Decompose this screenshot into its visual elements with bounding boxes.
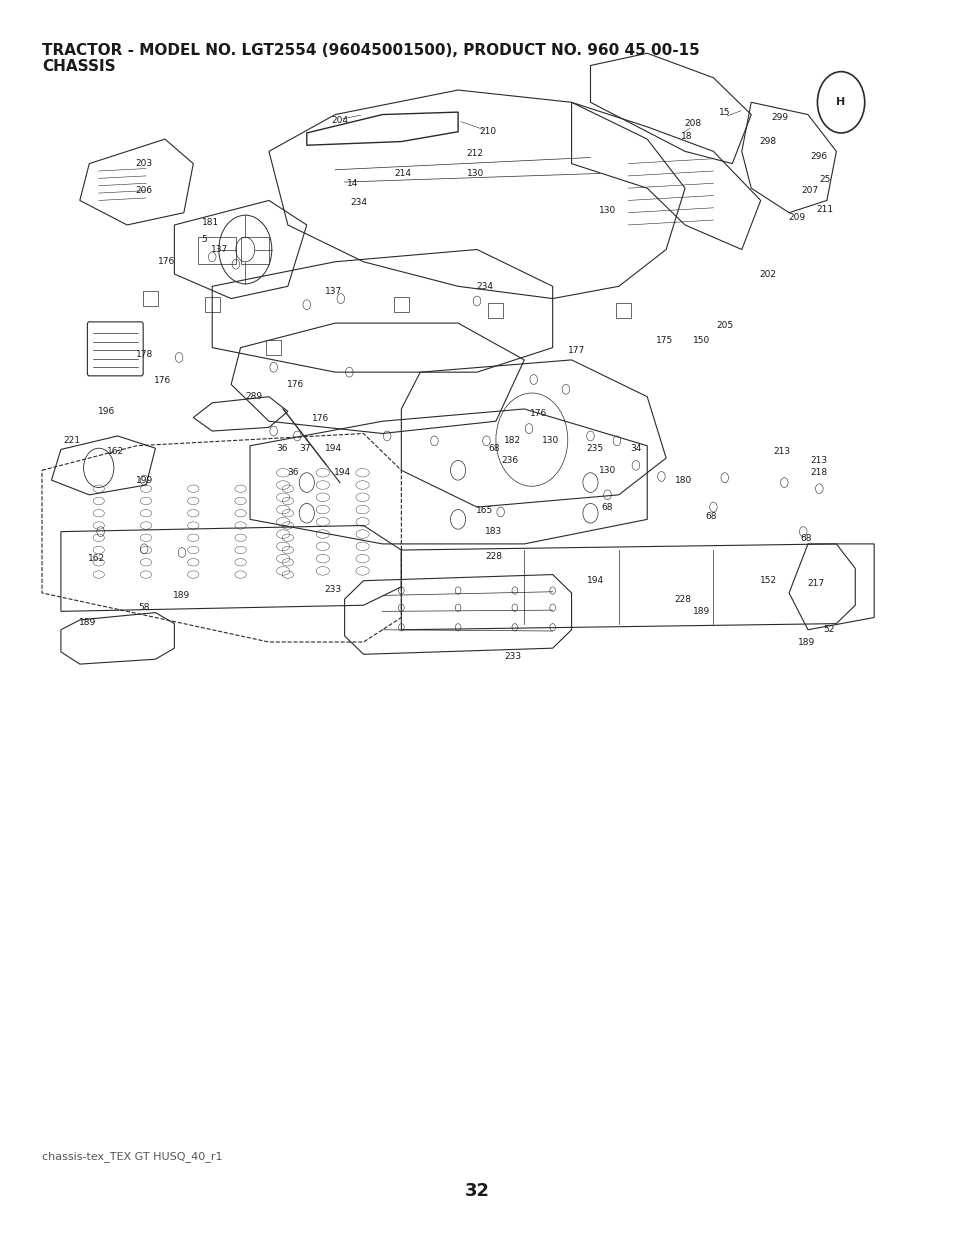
Text: 68: 68 <box>488 443 499 453</box>
Text: chassis-tex_TEX GT HUSQ_40_r1: chassis-tex_TEX GT HUSQ_40_r1 <box>42 1151 222 1162</box>
Text: 208: 208 <box>683 119 700 127</box>
Text: 233: 233 <box>504 652 521 661</box>
Text: 37: 37 <box>299 443 311 453</box>
Text: 36: 36 <box>287 468 298 477</box>
Text: 52: 52 <box>822 625 834 635</box>
Text: CHASSIS: CHASSIS <box>42 59 115 74</box>
Text: 199: 199 <box>135 475 152 484</box>
Text: 189: 189 <box>79 618 96 627</box>
Bar <box>240 237 269 264</box>
Bar <box>488 304 503 319</box>
Text: 296: 296 <box>810 152 827 161</box>
Text: 68: 68 <box>601 503 613 511</box>
Text: 299: 299 <box>770 112 787 121</box>
Text: 234: 234 <box>476 282 493 290</box>
Text: 182: 182 <box>504 436 521 446</box>
Text: 212: 212 <box>466 149 483 158</box>
Text: 68: 68 <box>800 535 811 543</box>
Text: 162: 162 <box>107 447 124 457</box>
Text: 204: 204 <box>331 116 348 125</box>
Text: 58: 58 <box>138 603 150 613</box>
Text: 18: 18 <box>680 132 692 141</box>
Text: 209: 209 <box>787 214 804 222</box>
Text: 207: 207 <box>801 186 818 195</box>
Text: 206: 206 <box>135 186 152 195</box>
Text: 68: 68 <box>705 513 717 521</box>
Text: 175: 175 <box>655 336 672 345</box>
Bar <box>616 304 631 319</box>
Text: 15: 15 <box>719 107 730 116</box>
Bar <box>394 298 409 312</box>
Text: 137: 137 <box>324 287 341 295</box>
Text: 194: 194 <box>324 443 341 453</box>
Text: 217: 217 <box>806 579 823 588</box>
Bar <box>205 298 219 312</box>
Text: 137: 137 <box>211 245 228 254</box>
Text: 165: 165 <box>476 506 493 515</box>
Text: 194: 194 <box>586 577 603 585</box>
Text: 176: 176 <box>158 257 175 267</box>
Text: 235: 235 <box>586 443 603 453</box>
Text: 178: 178 <box>135 351 152 359</box>
Text: 14: 14 <box>346 179 357 188</box>
Text: 289: 289 <box>245 393 262 401</box>
Text: 36: 36 <box>276 443 288 453</box>
Text: 150: 150 <box>693 336 710 345</box>
Text: 218: 218 <box>810 468 827 477</box>
Text: 189: 189 <box>693 606 710 616</box>
Text: 176: 176 <box>529 409 546 419</box>
Text: TRACTOR - MODEL NO. LGT2554 (96045001500), PRODUCT NO. 960 45 00-15: TRACTOR - MODEL NO. LGT2554 (96045001500… <box>42 43 699 58</box>
Text: 233: 233 <box>324 585 341 594</box>
Text: 210: 210 <box>479 127 497 136</box>
Text: 25: 25 <box>819 175 830 184</box>
Text: 298: 298 <box>759 137 776 146</box>
Text: 177: 177 <box>567 346 584 354</box>
Text: H: H <box>836 98 844 107</box>
Text: 189: 189 <box>797 637 814 647</box>
Text: 176: 176 <box>312 414 329 424</box>
Bar <box>143 291 158 306</box>
Bar <box>198 237 235 264</box>
Text: 130: 130 <box>598 466 616 474</box>
Text: 180: 180 <box>674 475 691 484</box>
Text: 130: 130 <box>541 436 558 446</box>
Text: 176: 176 <box>287 380 304 389</box>
Text: 34: 34 <box>630 443 640 453</box>
Text: 189: 189 <box>173 590 191 600</box>
Text: 228: 228 <box>485 552 502 561</box>
Text: 5: 5 <box>202 235 208 245</box>
Text: 234: 234 <box>350 199 367 207</box>
Text: 236: 236 <box>501 456 518 466</box>
Text: 183: 183 <box>485 527 502 536</box>
Text: 181: 181 <box>201 219 219 227</box>
Bar <box>266 341 281 354</box>
Text: 205: 205 <box>716 321 733 330</box>
Text: 213: 213 <box>810 456 827 466</box>
Text: 152: 152 <box>759 577 776 585</box>
Text: 221: 221 <box>64 436 81 446</box>
Text: 196: 196 <box>97 406 114 416</box>
Text: 130: 130 <box>466 169 483 178</box>
Text: 176: 176 <box>154 377 172 385</box>
Text: 194: 194 <box>334 468 351 477</box>
Text: 130: 130 <box>598 206 616 215</box>
Text: 203: 203 <box>135 159 152 168</box>
Text: 228: 228 <box>674 594 691 604</box>
Text: 202: 202 <box>759 269 776 279</box>
Text: 214: 214 <box>395 169 412 178</box>
Text: 213: 213 <box>772 447 789 457</box>
Text: 162: 162 <box>89 555 105 563</box>
Text: 211: 211 <box>816 205 833 214</box>
Text: 32: 32 <box>464 1182 489 1200</box>
